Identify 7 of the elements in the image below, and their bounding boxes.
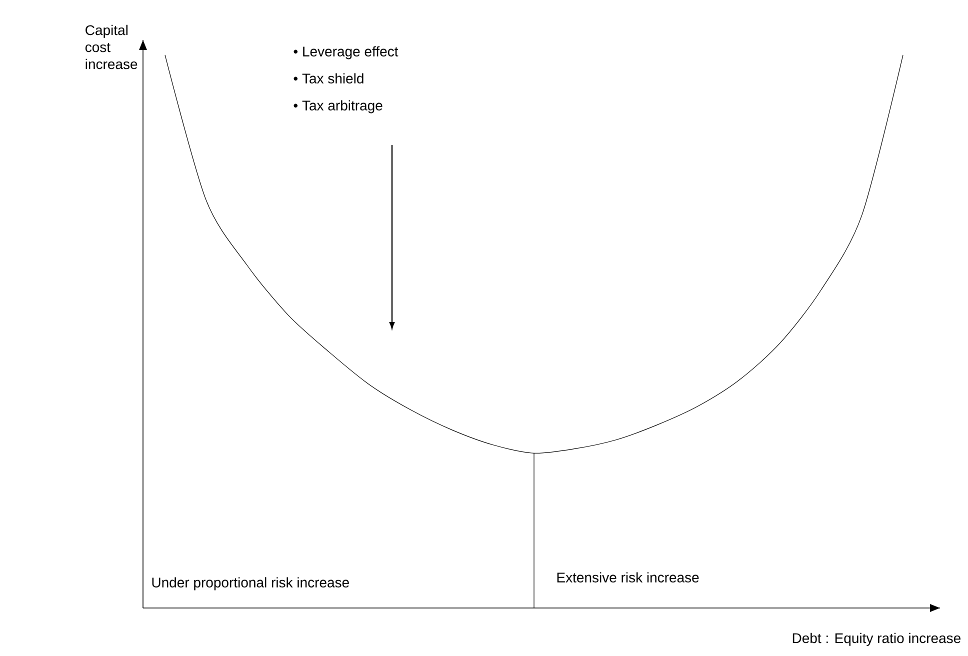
annotation: Extensive risk increase: [557, 572, 699, 582]
annotation: • Tax arbitrage: [294, 100, 382, 114]
y-axis-title: Capital cost increase: [85, 24, 138, 70]
x-axis-title: Debt : Equity ratio increase: [792, 632, 960, 646]
annotation: • Leverage effect: [294, 46, 398, 60]
annotation: • Tax shield: [294, 73, 364, 84]
annotation: Under proportional risk increase: [152, 577, 349, 590]
